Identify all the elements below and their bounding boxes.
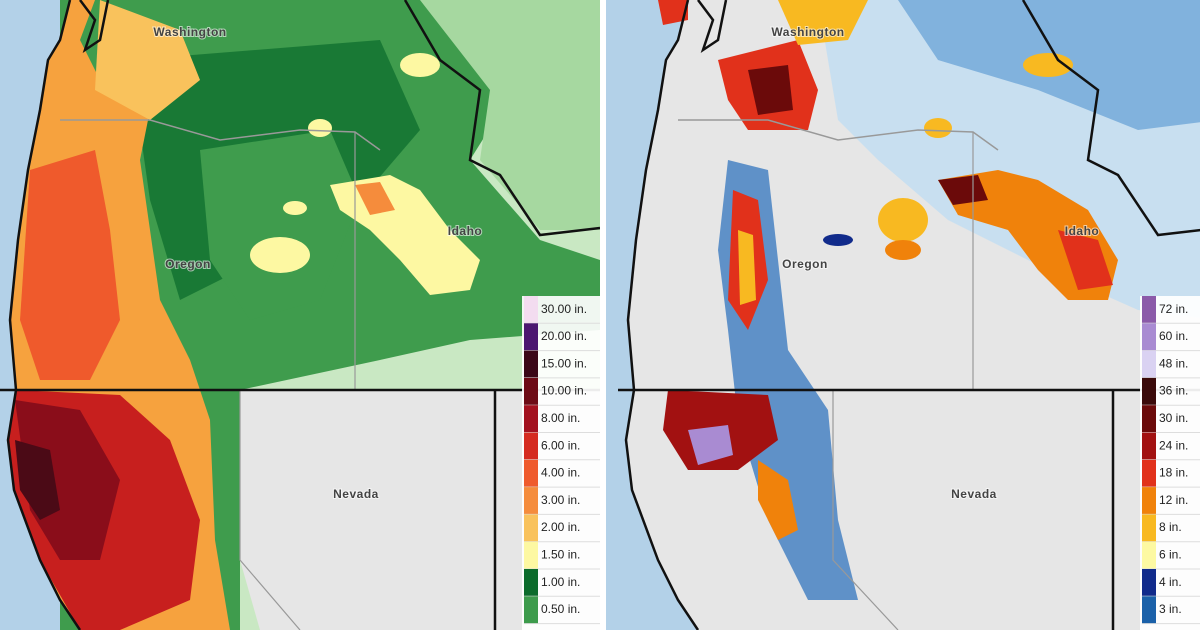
legend-label: 30.00 in. xyxy=(541,302,587,316)
state-label: Oregon xyxy=(782,257,828,271)
state-labels: Washington Oregon Idaho Nevada Washingto… xyxy=(152,24,1100,502)
legends: 30.00 in. 20.00 in. 15.00 in. 10.00 in. 8.00… xyxy=(522,296,1200,630)
legend-swatch xyxy=(1142,377,1156,406)
state-label: Washington xyxy=(153,25,226,39)
state-label: Nevada xyxy=(333,487,379,501)
state-label: Idaho xyxy=(448,224,483,238)
legend-swatch xyxy=(1142,350,1156,378)
legend-swatch xyxy=(524,296,538,324)
legend-label: 1.00 in. xyxy=(541,575,580,589)
legend-swatch xyxy=(524,514,538,542)
legend-label: 8 in. xyxy=(1159,520,1182,534)
legend-label: 3 in. xyxy=(1159,602,1182,616)
legend-label: 15.00 in. xyxy=(541,356,587,370)
legend-swatch xyxy=(1142,487,1156,515)
legend-label: 6.00 in. xyxy=(541,438,580,452)
state-label: Oregon xyxy=(165,257,211,271)
legend-swatch xyxy=(1142,514,1156,542)
legend-label: 18 in. xyxy=(1159,466,1188,480)
legend-swatch xyxy=(524,459,538,488)
legend-swatch xyxy=(524,350,538,378)
state-label: Nevada xyxy=(951,487,997,501)
legend-label: 36 in. xyxy=(1159,384,1188,398)
legend-label: 48 in. xyxy=(1159,356,1188,370)
legend-label: 30 in. xyxy=(1159,411,1188,425)
legend-swatch xyxy=(524,541,538,569)
legend-label: 4 in. xyxy=(1159,575,1182,589)
state-label: Idaho xyxy=(1065,224,1100,238)
legend-swatch xyxy=(524,569,538,597)
legend-label: 8.00 in. xyxy=(541,411,580,425)
state-label: Washington xyxy=(771,25,844,39)
legend-label: 6 in. xyxy=(1159,548,1182,562)
snow-map xyxy=(606,0,1200,630)
legend-label: 3.00 in. xyxy=(541,493,580,507)
legend-swatch xyxy=(524,487,538,515)
legend: 72 in. 60 in. 48 in. 36 in. 30 in. 24 in. 18 i… xyxy=(1140,296,1200,630)
legend-label: 72 in. xyxy=(1159,302,1188,316)
legend: 30.00 in. 20.00 in. 15.00 in. 10.00 in. 8.00… xyxy=(522,296,600,630)
legend-swatch xyxy=(1142,296,1156,324)
legend-label: 12 in. xyxy=(1159,493,1188,507)
legend-label: 0.50 in. xyxy=(541,602,580,616)
legend-label: 1.50 in. xyxy=(541,548,580,562)
legend-swatch xyxy=(524,405,538,433)
legend-swatch xyxy=(1142,405,1156,433)
legend-swatch xyxy=(1142,459,1156,488)
legend-swatch xyxy=(1142,432,1156,460)
legend-label: 10.00 in. xyxy=(541,384,587,398)
legend-swatch xyxy=(524,432,538,460)
rain-map xyxy=(0,0,600,630)
legend-swatch xyxy=(1142,569,1156,597)
legend-label: 60 in. xyxy=(1159,329,1188,343)
legend-swatch xyxy=(1142,596,1156,624)
legend-swatch xyxy=(1142,323,1156,351)
legend-swatch xyxy=(524,377,538,406)
legend-label: 4.00 in. xyxy=(541,466,580,480)
legend-swatch xyxy=(1142,541,1156,569)
legend-swatch xyxy=(524,596,538,624)
legend-label: 20.00 in. xyxy=(541,329,587,343)
legend-label: 2.00 in. xyxy=(541,520,580,534)
legend-swatch xyxy=(524,323,538,351)
legend-label: 24 in. xyxy=(1159,438,1188,452)
